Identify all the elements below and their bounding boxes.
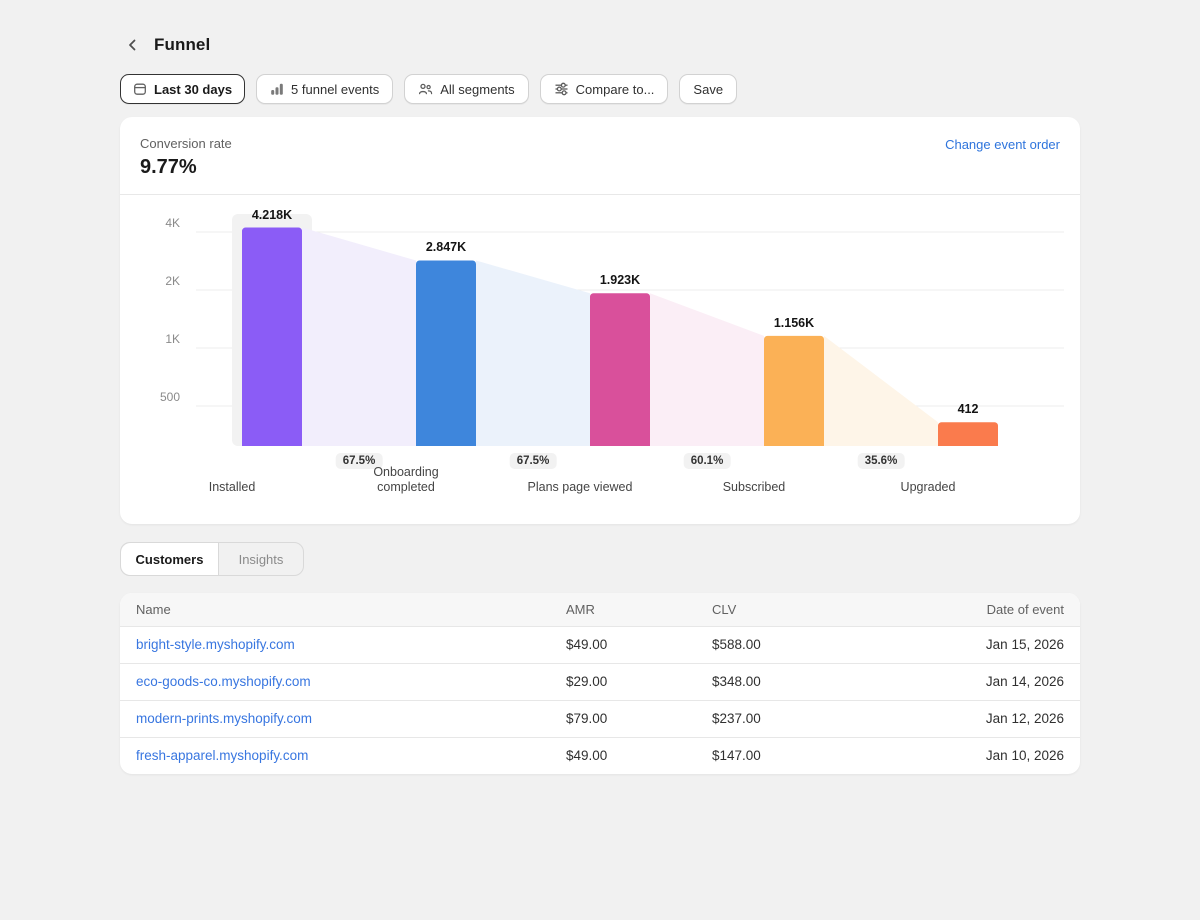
- conversion-rate-label: Conversion rate: [140, 136, 232, 151]
- clv-cell: $147.00: [712, 737, 896, 774]
- date-range-button[interactable]: Last 30 days: [120, 74, 245, 104]
- conversion-rate-pill: 60.1%: [684, 453, 731, 469]
- table-row: bright-style.myshopify.com $49.00$588.00J…: [120, 626, 1080, 663]
- column-header-date: Date of event: [896, 593, 1080, 626]
- date-cell: Jan 10, 2026: [896, 737, 1080, 774]
- page: Funnel Last 30 days 5 funnel events All …: [120, 0, 1080, 774]
- bar-value-label: 1.923K: [560, 272, 680, 288]
- customer-link[interactable]: fresh-apparel.myshopify.com: [136, 748, 308, 763]
- customers-table-card: Name AMR CLV Date of event bright-style.…: [120, 593, 1080, 774]
- date-cell: Jan 15, 2026: [896, 626, 1080, 663]
- funnel-card: Conversion rate 9.77% Change event order…: [120, 117, 1080, 524]
- bar-value-label: 2.847K: [386, 239, 506, 255]
- funnel-bar-installed[interactable]: [242, 228, 302, 446]
- date-range-label: Last 30 days: [154, 82, 232, 97]
- funnel-card-header: Conversion rate 9.77% Change event order: [120, 117, 1080, 195]
- bar-chart-icon: [270, 82, 284, 96]
- category-label-installed: Installed: [177, 480, 287, 495]
- y-axis-tick: 2K: [140, 273, 180, 289]
- sliders-icon: [554, 82, 569, 96]
- category-label-upgraded: Upgraded: [873, 480, 983, 495]
- funnel-chart-canvas: [120, 195, 1080, 524]
- conversion-rate-pill: 67.5%: [510, 453, 557, 469]
- save-button[interactable]: Save: [679, 74, 737, 104]
- conversion-area: [302, 228, 416, 446]
- customer-link[interactable]: eco-goods-co.myshopify.com: [136, 674, 311, 689]
- conversion-area: [476, 260, 590, 446]
- calendar-icon: [133, 82, 147, 96]
- chevron-left-icon: [126, 38, 140, 52]
- conversion-metric: Conversion rate 9.77%: [140, 136, 232, 179]
- table-header-row: Name AMR CLV Date of event: [120, 593, 1080, 626]
- funnel-bar-subscribed[interactable]: [764, 336, 824, 446]
- conversion-rate-value: 9.77%: [140, 156, 232, 179]
- conversion-area: [824, 336, 938, 446]
- tab-insights[interactable]: Insights: [219, 543, 303, 575]
- bar-value-label: 412: [908, 401, 1028, 417]
- save-label: Save: [693, 82, 723, 97]
- column-header-clv: CLV: [712, 593, 896, 626]
- compare-button[interactable]: Compare to...: [540, 74, 669, 104]
- amr-cell: $49.00: [566, 626, 712, 663]
- name-cell: fresh-apparel.myshopify.com: [120, 737, 566, 774]
- y-axis-tick: 4K: [140, 215, 180, 231]
- segments-button[interactable]: All segments: [404, 74, 528, 104]
- bar-value-label: 1.156K: [734, 315, 854, 331]
- customer-link[interactable]: modern-prints.myshopify.com: [136, 711, 312, 726]
- page-title: Funnel: [154, 35, 210, 55]
- column-header-name: Name: [120, 593, 566, 626]
- table-row: eco-goods-co.myshopify.com $29.00$348.00J…: [120, 663, 1080, 700]
- customer-link[interactable]: bright-style.myshopify.com: [136, 637, 295, 652]
- funnel-events-label: 5 funnel events: [291, 82, 379, 97]
- column-header-amr: AMR: [566, 593, 712, 626]
- funnel-bar-upgraded[interactable]: [938, 422, 998, 446]
- funnel-bar-onboarding-completed[interactable]: [416, 260, 476, 446]
- y-axis-tick: 1K: [140, 331, 180, 347]
- category-label-plans-page-viewed: Plans page viewed: [525, 480, 635, 495]
- table-row: modern-prints.myshopify.com $79.00$237.00…: [120, 700, 1080, 737]
- amr-cell: $29.00: [566, 663, 712, 700]
- amr-cell: $49.00: [566, 737, 712, 774]
- clv-cell: $237.00: [712, 700, 896, 737]
- name-cell: eco-goods-co.myshopify.com: [120, 663, 566, 700]
- page-header: Funnel: [122, 32, 1080, 58]
- funnel-events-button[interactable]: 5 funnel events: [256, 74, 393, 104]
- segments-label: All segments: [440, 82, 514, 97]
- clv-cell: $588.00: [712, 626, 896, 663]
- clv-cell: $348.00: [712, 663, 896, 700]
- back-button[interactable]: [122, 34, 144, 56]
- category-label-subscribed: Subscribed: [699, 480, 809, 495]
- date-cell: Jan 12, 2026: [896, 700, 1080, 737]
- tab-bar: Customers Insights: [120, 542, 304, 576]
- funnel-bar-plans-page-viewed[interactable]: [590, 293, 650, 446]
- amr-cell: $79.00: [566, 700, 712, 737]
- category-label-onboarding-completed: Onboarding completed: [351, 465, 461, 495]
- toolbar: Last 30 days 5 funnel events All segment…: [120, 74, 1080, 104]
- date-cell: Jan 14, 2026: [896, 663, 1080, 700]
- y-axis-tick: 500: [140, 389, 180, 405]
- name-cell: bright-style.myshopify.com: [120, 626, 566, 663]
- conversion-rate-pill: 35.6%: [858, 453, 905, 469]
- people-icon: [418, 82, 433, 96]
- compare-label: Compare to...: [576, 82, 655, 97]
- tab-customers[interactable]: Customers: [121, 543, 219, 575]
- name-cell: modern-prints.myshopify.com: [120, 700, 566, 737]
- funnel-chart: 4K 2K 1K 500 4.218K 2.847K 1.923K 1.156K 412 67.5…: [120, 195, 1080, 524]
- change-event-order-link[interactable]: Change event order: [945, 137, 1060, 152]
- customers-table: Name AMR CLV Date of event bright-style.…: [120, 593, 1080, 774]
- bar-value-label: 4.218K: [212, 207, 332, 223]
- table-row: fresh-apparel.myshopify.com $49.00$147.00…: [120, 737, 1080, 774]
